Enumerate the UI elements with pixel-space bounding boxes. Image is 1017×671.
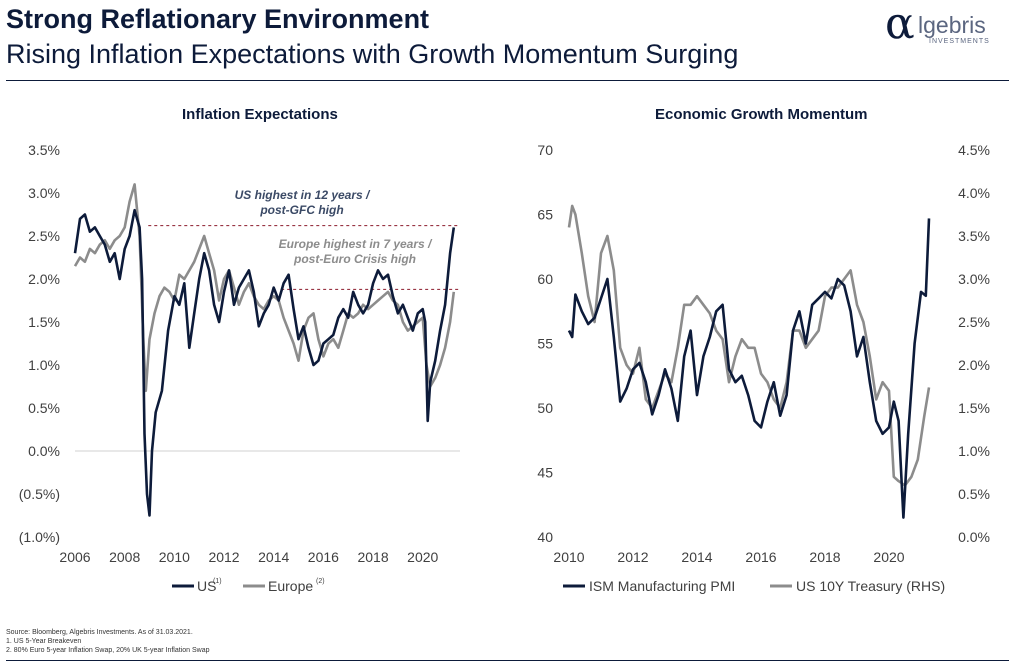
y-right-tick-label: 2.5% [958, 314, 990, 330]
x-tick-label: 2010 [553, 549, 584, 565]
legend-label-europe: Europe [268, 578, 313, 594]
x-tick-label: 2012 [617, 549, 648, 565]
y-right-tick-label: 2.0% [958, 357, 990, 373]
annotation-text: post-Euro Crisis high [293, 252, 416, 266]
series-line-ism-pmi [567, 218, 931, 519]
y-left-tick-label: 55 [537, 336, 553, 352]
y-tick-label: 2.5% [28, 228, 60, 244]
chart-title-inflation: Inflation Expectations [182, 106, 338, 123]
y-tick-label: (0.5%) [19, 486, 60, 502]
legend-label-ism: ISM Manufacturing PMI [589, 578, 735, 594]
footnote-source: Source: Bloomberg, Algebris Investments.… [6, 629, 193, 636]
y-right-tick-label: 4.5% [958, 142, 990, 158]
y-left-tick-label: 70 [537, 142, 553, 158]
legend-label-treasury: US 10Y Treasury (RHS) [796, 578, 945, 594]
footnotes: Source: Bloomberg, Algebris Investments.… [6, 628, 210, 655]
legend-footnote-marker: (2) [316, 578, 325, 585]
y-tick-label: 0.0% [28, 443, 60, 459]
x-tick-label: 2020 [407, 549, 438, 565]
series-line-us-10y-treasury [567, 204, 931, 487]
annotation-text: Europe highest in 7 years / [279, 237, 433, 251]
y-right-tick-label: 4.0% [958, 185, 990, 201]
y-left-tick-label: 65 [537, 207, 553, 223]
y-tick-label: 3.0% [28, 185, 60, 201]
series-line-us [73, 208, 456, 517]
x-tick-label: 2010 [159, 549, 190, 565]
page-title: Strong Reflationary Environment [6, 4, 430, 34]
x-tick-label: 2016 [745, 549, 776, 565]
annotation-text: post-GFC high [259, 203, 343, 217]
page-subtitle: Rising Inflation Expectations with Growt… [6, 39, 739, 69]
logo-wordmark: lgebris [918, 12, 986, 38]
y-tick-label: 2.0% [28, 271, 60, 287]
y-right-tick-label: 1.5% [958, 400, 990, 416]
footnote-1: 1. US 5-Year Breakeven [6, 638, 82, 645]
y-tick-label: 1.5% [28, 314, 60, 330]
legend-label-us: US [197, 578, 216, 594]
x-tick-label: 2006 [59, 549, 90, 565]
y-right-tick-label: 1.0% [958, 443, 990, 459]
legend-footnote-marker: (1) [213, 578, 222, 585]
x-tick-label: 2014 [681, 549, 712, 565]
x-tick-label: 2020 [873, 549, 904, 565]
y-tick-label: 3.5% [28, 142, 60, 158]
x-tick-label: 2012 [208, 549, 239, 565]
x-tick-label: 2016 [308, 549, 339, 565]
chart-title-growth: Economic Growth Momentum [655, 106, 868, 123]
y-right-tick-label: 3.5% [958, 228, 990, 244]
footer-divider [6, 660, 1009, 661]
y-left-tick-label: 40 [537, 529, 553, 545]
x-tick-label: 2018 [809, 549, 840, 565]
y-left-tick-label: 45 [537, 465, 553, 481]
x-tick-label: 2008 [109, 549, 140, 565]
y-left-tick-label: 60 [537, 271, 553, 287]
header-divider [6, 80, 1009, 81]
x-tick-label: 2018 [357, 549, 388, 565]
algebris-logo: α lgebris INVESTMENTS [885, 0, 1010, 49]
logo-alpha-glyph: α [885, 0, 915, 49]
logo-subtitle: INVESTMENTS [929, 38, 990, 45]
y-right-tick-label: 0.0% [958, 529, 990, 545]
y-tick-label: 1.0% [28, 357, 60, 373]
y-left-tick-label: 50 [537, 400, 553, 416]
annotation-text: US highest in 12 years / [235, 188, 371, 202]
x-tick-label: 2014 [258, 549, 289, 565]
y-right-tick-label: 0.5% [958, 486, 990, 502]
y-tick-label: 0.5% [28, 400, 60, 416]
y-tick-label: (1.0%) [19, 529, 60, 545]
y-right-tick-label: 3.0% [958, 271, 990, 287]
footnote-2: 2. 80% Euro 5-year Inflation Swap, 20% U… [6, 647, 210, 654]
